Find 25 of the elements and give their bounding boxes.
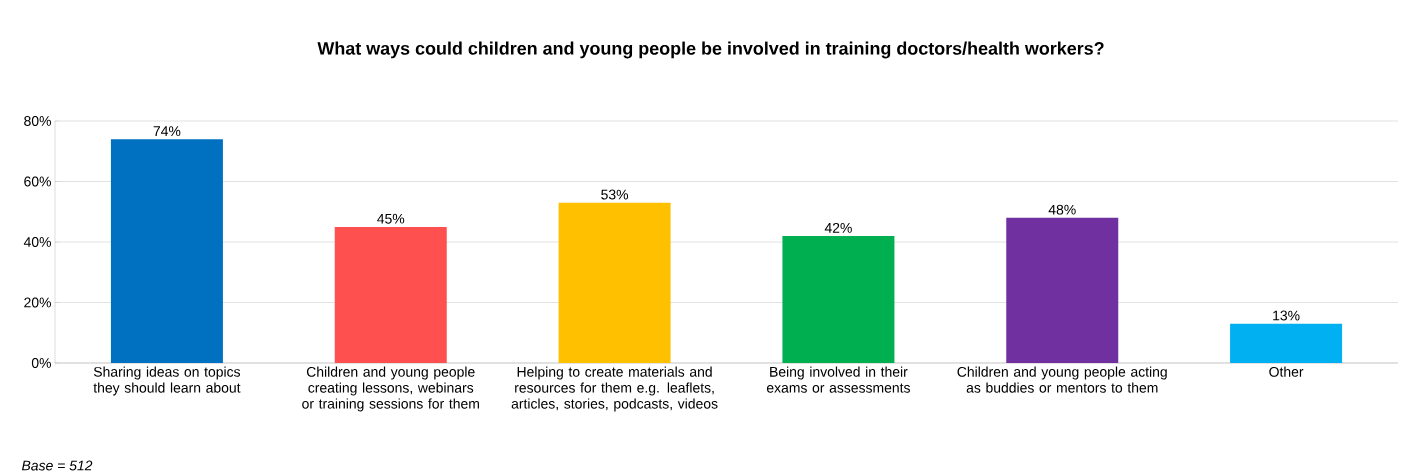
x-tick-label: Children and young people creating lessons, webinars or training sessions for them <box>302 366 479 412</box>
y-tick-label: 80% <box>24 116 51 126</box>
y-tick-label: 20% <box>24 297 51 308</box>
x-tick-label: Children and young people acting as buddies or mentors to them <box>957 366 1167 393</box>
bar <box>1230 323 1343 363</box>
y-tick-label: 60% <box>24 176 51 187</box>
x-tick-label: Being involved in their exams or assessments <box>766 366 910 393</box>
data-label: 48% <box>1048 204 1076 215</box>
bar <box>782 235 895 363</box>
bar <box>558 202 671 363</box>
data-label: 13% <box>1273 310 1300 321</box>
x-tick-label: Other <box>1269 366 1304 377</box>
x-tick-label: Helping to create materials and resources for them e.g. leaflets, articles, stories, podcasts, videos <box>511 366 718 412</box>
text: Base = 512 <box>21 460 93 471</box>
data-label: 42% <box>824 222 852 233</box>
chart-title: What ways could children and young people be involved in training doctors/health workers? <box>317 41 1104 59</box>
data-label: 45% <box>377 213 405 224</box>
y-tick-label: 40% <box>23 237 51 247</box>
y-tick-label: 0% <box>31 358 51 368</box>
x-tick-label: Sharing ideas on topics they should learn about <box>93 366 241 396</box>
data-label: 74% <box>153 126 181 136</box>
data-label: 53% <box>601 189 629 200</box>
bar <box>110 139 223 363</box>
bar <box>1006 217 1119 363</box>
bar <box>334 226 447 363</box>
